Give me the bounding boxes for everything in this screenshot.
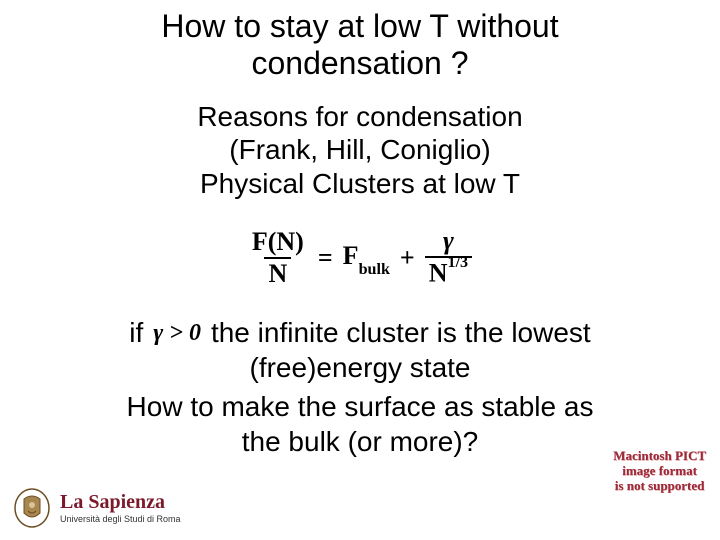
formula-lhs-den: N [264,257,291,287]
subtitle-line2: (Frank, Hill, Coniglio) [229,134,490,165]
formula-term1: Fbulk [343,241,390,275]
logo-name: La Sapienza [60,492,181,512]
sapienza-logo: La Sapienza Università degli Studi di Ro… [10,486,181,530]
formula-F: F [343,241,359,270]
pict-l2: image format [622,463,697,478]
formula-rhs-exp: 1/3 [448,254,469,271]
logo-sub: Università degli Studi di Roma [60,515,181,524]
subtitle-line3: Physical Clusters at low T [200,168,520,199]
formula-rhs-frac: γ N1/3 [425,228,472,287]
formula-F-sub: bulk [359,261,390,278]
formula: F(N) N = Fbulk + γ N1/3 [0,228,720,287]
subtitle-line1: Reasons for condensation [197,101,522,132]
formula-rhs-num: γ [439,228,458,256]
title-line1: How to stay at low T without [161,8,558,44]
body1-rest-b: (free)energy state [250,352,471,383]
body-block-2: How to make the surface as stable as the… [0,389,720,459]
body2-line2: the bulk (or more)? [242,426,479,457]
slide-title: How to stay at low T without condensatio… [0,0,720,82]
title-line2: condensation ? [251,45,468,81]
formula-eq: = [318,243,333,273]
body2-line1: How to make the surface as stable as [127,391,594,422]
logo-text: La Sapienza Università degli Studi di Ro… [60,492,181,524]
body-block-1: if γ > 0 the infinite cluster is the low… [0,315,720,385]
body1-rest-a: the infinite cluster is the lowest [211,315,591,350]
formula-rhs-N: N [429,259,448,288]
formula-lhs-frac: F(N) N [248,229,308,287]
crest-icon [10,486,54,530]
gamma-condition: γ > 0 [153,318,201,348]
formula-lhs-num: F(N) [248,229,308,257]
pict-l3: is not supported [615,478,705,493]
subtitle-block: Reasons for condensation (Frank, Hill, C… [0,100,720,201]
if-word: if [129,315,143,350]
formula-plus: + [400,243,415,273]
formula-rhs-den: N1/3 [425,256,472,287]
pict-placeholder: Macintosh PICT image format is not suppo… [613,449,706,494]
pict-l1: Macintosh PICT [613,448,706,463]
